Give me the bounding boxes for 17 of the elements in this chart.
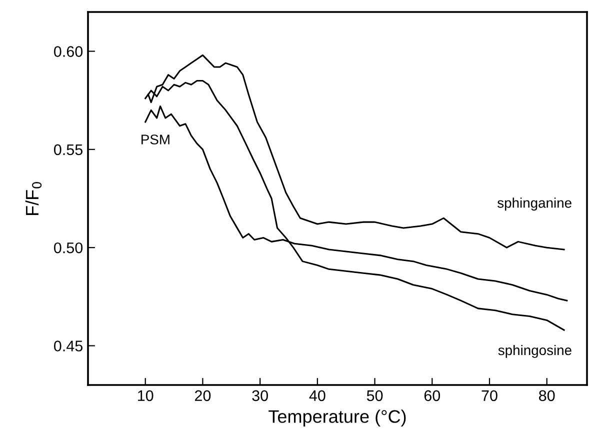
y-tick-label: 0.45: [54, 340, 82, 352]
x-tick-label: 10: [138, 390, 154, 402]
y-axis-title: F/F$_{0}$: [25, 182, 42, 215]
x-tick-label: 80: [539, 390, 555, 402]
x-tick-label: 60: [424, 390, 440, 402]
x-tick-label: 50: [366, 390, 383, 402]
x-tick-label: 20: [194, 390, 211, 402]
series-label: PSM: [142, 134, 170, 144]
x-tick-label: 40: [309, 390, 326, 402]
x-tick-label: 30: [252, 390, 268, 402]
x-tick-label: 70: [482, 390, 498, 402]
text: sphinganine: [498, 198, 572, 211]
x-axis-title: Temperature (°C): [268, 410, 406, 426]
y-tick-label: 0.55: [54, 144, 82, 156]
y-tick-label: 0.50: [54, 242, 83, 254]
y-tick-label: 0.60: [54, 46, 83, 57]
series-label: sphingosine: [498, 344, 572, 358]
